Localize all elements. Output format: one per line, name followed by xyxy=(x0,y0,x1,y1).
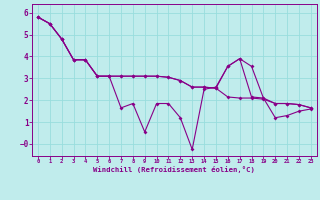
X-axis label: Windchill (Refroidissement éolien,°C): Windchill (Refroidissement éolien,°C) xyxy=(93,166,255,173)
